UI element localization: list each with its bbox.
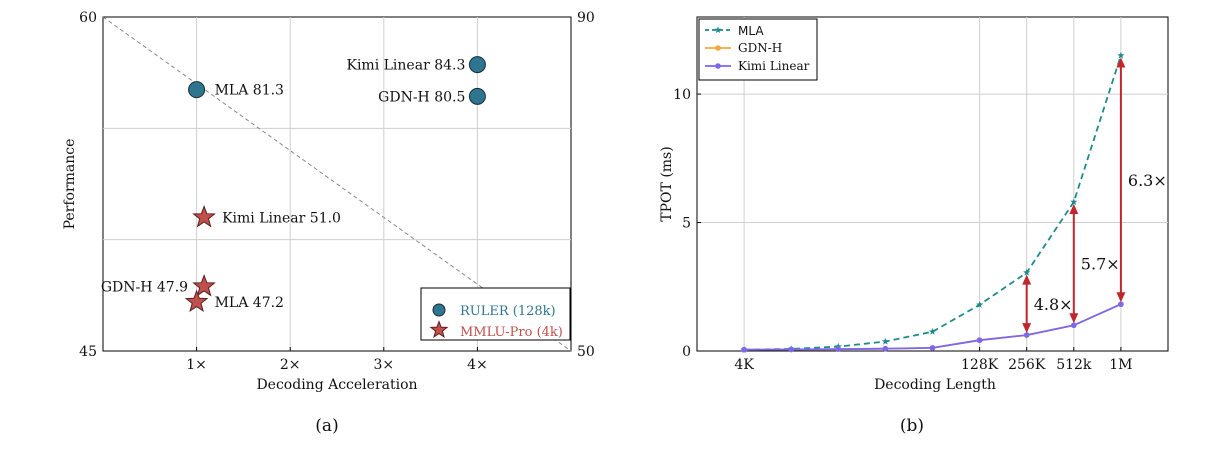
- speedup-arrowhead-bottom: [1069, 313, 1079, 324]
- series-point-mla: [834, 342, 842, 350]
- speedup-arrowhead-bottom: [1116, 292, 1126, 303]
- series-point-mla: [1023, 268, 1031, 276]
- point-data-label: Kimi Linear 84.3: [347, 58, 466, 74]
- series-point-kimi-linear: [1023, 332, 1030, 338]
- series-point-kimi-linear: [835, 346, 842, 353]
- panel-b-x-tick-label: 128K: [961, 357, 999, 373]
- panel-b-x-ticks: 4K 128K 256K 512k 1M: [734, 347, 1133, 373]
- point-data-label: Kimi Linear 51.0: [222, 210, 341, 226]
- series-point-kimi-linear: [741, 346, 747, 353]
- panel-b-x-axis-label: Decoding Length: [874, 377, 996, 393]
- panel-a-x-tick-label: 1×: [186, 357, 207, 373]
- legend-mla-marker: [714, 26, 722, 34]
- panel-a-x-ticks: 1× 2× 3× 4×: [186, 347, 488, 373]
- series-point-kimi-linear: [788, 346, 794, 353]
- series-point-kimi-linear: [976, 337, 983, 344]
- panel-a-x-tick-label: 2×: [280, 357, 301, 373]
- panel-a-x-tick-label: 4×: [467, 357, 488, 373]
- panel-b-y-ticks: 0 5 10: [673, 87, 701, 360]
- series-point-mla: [1070, 198, 1078, 206]
- series-point-mla: [976, 301, 984, 308]
- legend-ruler-marker: [432, 303, 446, 317]
- panel-a-y-axis-label: Performance: [62, 139, 78, 230]
- ruler-point: [188, 81, 206, 99]
- point-data-label: MLA 47.2: [215, 295, 284, 311]
- point-data-label: GDN-H 47.9: [101, 279, 188, 295]
- panel-b-legend: MLA GDN-H Kimi Linear: [698, 18, 818, 81]
- panel-b-y-tick-label: 0: [682, 344, 691, 360]
- legend-gdnh-marker: [715, 45, 721, 51]
- panel-b-annotations: 4.8× 5.7× 6.3×: [1022, 57, 1167, 334]
- legend-gdnh-label: GDN-H: [738, 41, 782, 55]
- panel-a-y-left-tick-label: 45: [79, 344, 97, 360]
- panel-b-x-tick-label: 256K: [1008, 357, 1046, 373]
- ruler-point: [468, 56, 486, 74]
- panel-a-legend: RULER (128k) MMLU-Pro (4k): [420, 287, 571, 341]
- panel-b: 0 5 10 4K 128K 256K 512k 1M 4.8× 5.7× 6.3× Decod…: [659, 16, 1169, 436]
- series-line-mla: [744, 55, 1122, 351]
- legend-mla-label: MLA: [738, 24, 764, 38]
- panel-b-x-tick-label: 4K: [734, 357, 754, 373]
- panel-b-plot-frame: [696, 16, 1169, 352]
- speedup-arrowhead-top: [1022, 274, 1032, 285]
- panel-b-caption: (b): [900, 416, 924, 436]
- speedup-arrowhead-bottom: [1022, 323, 1032, 334]
- panel-a-y-right-tick-label: 90: [577, 10, 595, 26]
- legend-mmlu-label: MMLU-Pro (4k): [460, 325, 563, 340]
- legend-ruler-label: RULER (128k): [460, 304, 556, 319]
- series-point-mla: [881, 337, 889, 345]
- panel-a-x-tick-label: 3×: [373, 357, 394, 373]
- speedup-arrowhead-top: [1069, 203, 1079, 214]
- panel-b-y-tick-label: 5: [682, 216, 691, 232]
- ruler-point: [468, 87, 486, 105]
- panel-a-legend-box: [420, 287, 571, 341]
- legend-kimi-marker: [715, 63, 721, 69]
- panel-a: 1× 2× 3× 4× 60 45 90 50 MLA 81.3 Kimi Linear 84…: [62, 10, 595, 436]
- series-point-kimi-linear: [882, 345, 889, 352]
- panel-a-y-right-tick-label: 50: [577, 344, 595, 360]
- series-point-mla: [928, 327, 937, 335]
- speedup-label: 4.8×: [1034, 295, 1073, 314]
- panel-a-x-axis-label: Decoding Acceleration: [256, 377, 417, 393]
- mmlu-point: [192, 204, 216, 228]
- speedup-label: 6.3×: [1128, 171, 1167, 190]
- panel-b-x-tick-label: 512k: [1056, 357, 1092, 373]
- panel-a-caption: (a): [315, 416, 338, 436]
- panel-b-y-tick-label: 10: [673, 87, 691, 103]
- series-point-kimi-linear: [929, 345, 936, 351]
- series-point-mla: [1117, 51, 1125, 59]
- legend-mmlu-marker: [429, 320, 449, 339]
- panel-a-marks: MLA 81.3 Kimi Linear 84.3 GDN-H 80.5 Kimi L…: [101, 56, 486, 313]
- mmlu-point: [184, 289, 209, 313]
- mmlu-point: [192, 273, 216, 297]
- series-point-kimi-linear: [1071, 322, 1077, 329]
- legend-kimi-label: Kimi Linear: [738, 59, 810, 73]
- point-data-label: GDN-H 80.5: [378, 89, 465, 105]
- panel-b-x-tick-label: 1M: [1109, 357, 1132, 373]
- point-data-label: MLA 81.3: [215, 83, 284, 99]
- speedup-label: 5.7×: [1081, 255, 1120, 274]
- panel-a-plot-frame: [102, 16, 572, 352]
- panel-b-lines: [740, 51, 1125, 353]
- panel-a-y-left-tick-label: 60: [79, 10, 97, 26]
- series-point-kimi-linear: [1118, 301, 1124, 308]
- speedup-arrowhead-top: [1116, 57, 1126, 68]
- panel-a-y-ticks: 60 45 90 50: [79, 10, 595, 360]
- panel-b-y-axis-label: TPOT (ms): [659, 146, 675, 221]
